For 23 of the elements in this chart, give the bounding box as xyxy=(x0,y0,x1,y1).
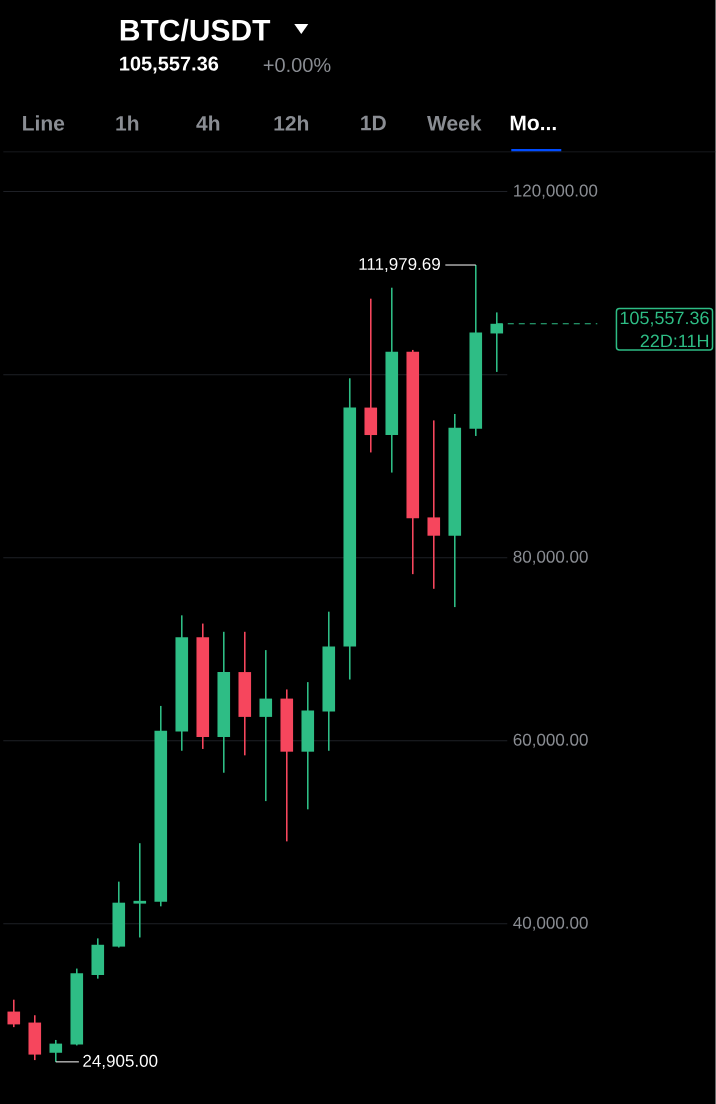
candlestick xyxy=(7,998,21,1028)
candlestick xyxy=(259,649,273,802)
text: Line xyxy=(23,115,65,131)
annotation: 111,979.69 xyxy=(359,257,441,273)
ref-line-label: 105,557.36 xyxy=(620,311,709,327)
candlestick xyxy=(133,842,147,939)
annotation: 24,905.00 xyxy=(83,1054,158,1069)
y-tick-label: 40,000.00 xyxy=(513,916,588,931)
text: 22D:11H xyxy=(640,334,709,348)
text: 1h xyxy=(116,115,139,131)
text: Week xyxy=(427,115,482,131)
chart-title: BTC/USDT xyxy=(120,18,271,42)
y-tick-label: 120,000.00 xyxy=(514,184,598,199)
text: Mo... xyxy=(510,115,556,131)
chart-subtitle: 105,557.36 xyxy=(120,56,219,74)
text: +0.00% xyxy=(263,57,331,73)
y-tick-label: 80,000.00 xyxy=(513,550,588,565)
candlestick xyxy=(427,419,441,590)
text: 1D xyxy=(361,115,386,131)
y-tick-label: 60,000.00 xyxy=(513,733,588,748)
text: 12h xyxy=(274,115,309,131)
candlestick xyxy=(49,1039,63,1063)
text: 4h xyxy=(196,115,220,131)
